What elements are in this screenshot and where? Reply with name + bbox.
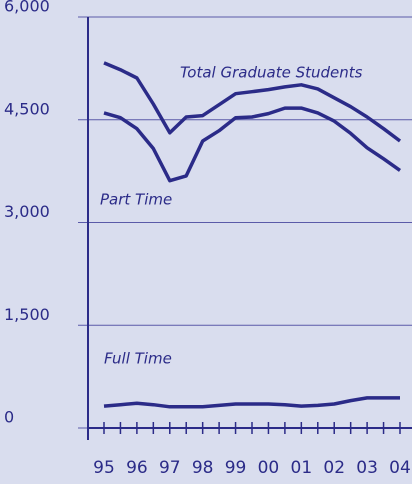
x-tick-label: 95: [93, 458, 115, 478]
series-line: [103, 396, 400, 409]
y-tick-label: 0: [4, 408, 14, 427]
x-tick-label: 04: [389, 458, 411, 478]
series-label: Total Graduate Students: [180, 64, 363, 82]
series-label: Part Time: [100, 191, 172, 209]
x-tick-label: 00: [258, 458, 280, 478]
series-line: [103, 106, 402, 183]
y-tick-label: 1,500: [4, 305, 50, 324]
x-tick-label: 96: [126, 458, 148, 478]
x-tick-label: 97: [159, 458, 181, 478]
y-tick-label: 3,000: [4, 202, 50, 221]
x-tick-label: 03: [356, 458, 378, 478]
series-line: [103, 61, 402, 143]
x-tick-label: 98: [192, 458, 214, 478]
y-tick-label: 4,500: [4, 99, 50, 118]
x-tick-label: 02: [323, 458, 345, 478]
x-tick-label: 01: [291, 458, 313, 478]
x-tick-label: 99: [225, 458, 247, 478]
y-tick-label: 6,000: [4, 0, 50, 16]
series-label: Full Time: [104, 350, 172, 368]
